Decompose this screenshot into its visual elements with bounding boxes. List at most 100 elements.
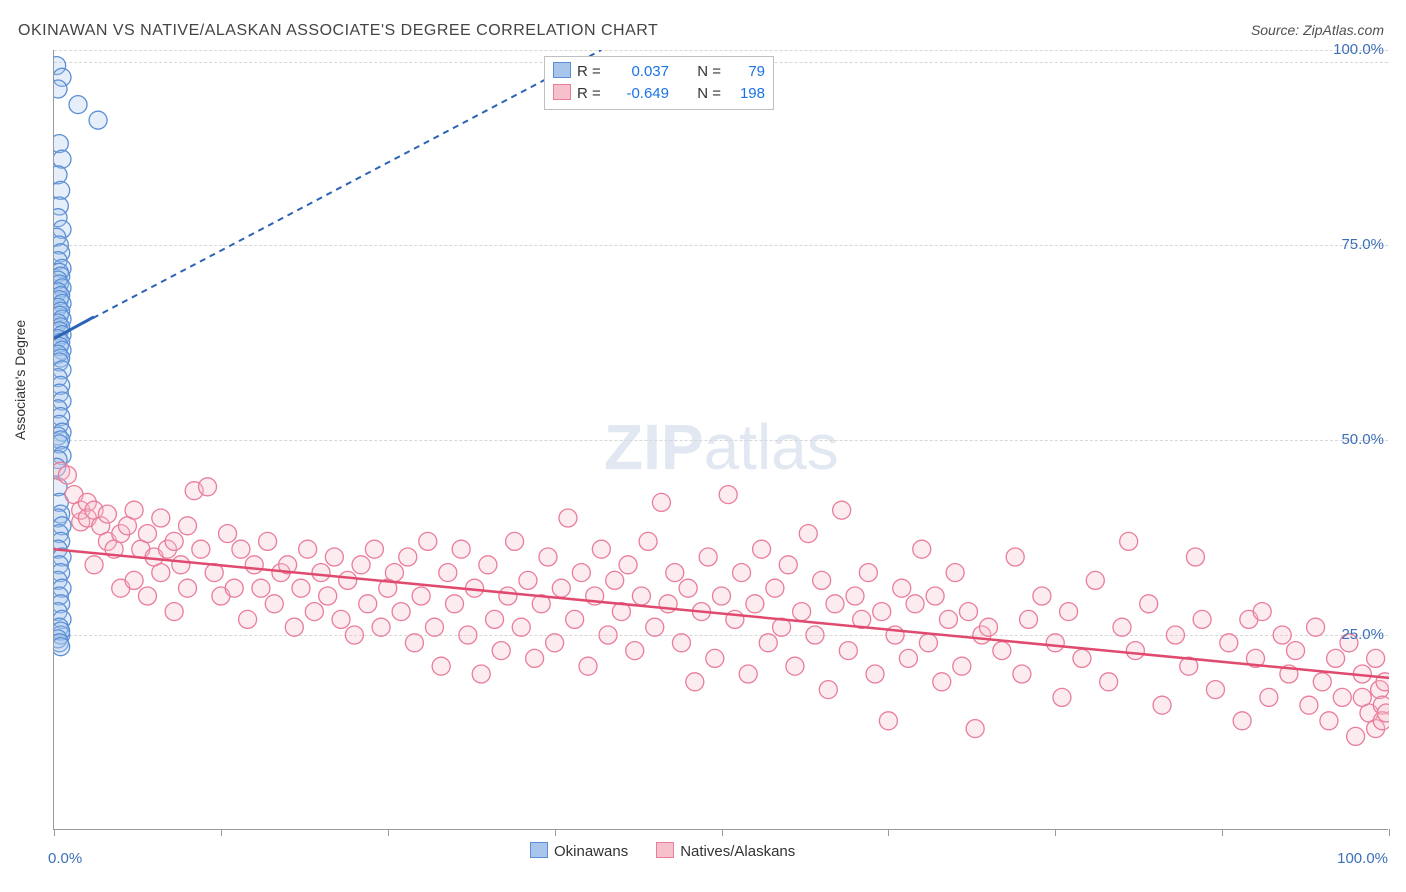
data-point: [1367, 649, 1385, 667]
legend-row: R =-0.649N =198: [553, 83, 765, 105]
data-point: [953, 657, 971, 675]
y-tick-label: 25.0%: [1341, 626, 1384, 643]
data-point: [806, 626, 824, 644]
data-point: [746, 595, 764, 613]
data-point: [125, 501, 143, 519]
data-point: [706, 649, 724, 667]
data-point: [759, 634, 777, 652]
plot-area: ZIPatlas R =0.037N =79R =-0.649N =198: [53, 50, 1388, 830]
data-point: [980, 618, 998, 636]
data-point: [1073, 649, 1091, 667]
data-point: [425, 618, 443, 636]
data-point: [225, 579, 243, 597]
data-point: [873, 603, 891, 621]
data-point: [1060, 603, 1078, 621]
data-point: [392, 603, 410, 621]
data-point: [699, 548, 717, 566]
data-point: [526, 649, 544, 667]
data-point: [519, 571, 537, 589]
data-point: [1376, 673, 1389, 691]
data-point: [559, 509, 577, 527]
data-point: [919, 634, 937, 652]
source-label: Source: ZipAtlas.com: [1251, 22, 1384, 38]
data-point: [245, 556, 263, 574]
data-point: [365, 540, 383, 558]
legend-swatch: [553, 84, 571, 100]
data-point: [546, 634, 564, 652]
data-point: [85, 556, 103, 574]
data-point: [192, 540, 210, 558]
legend-r-label: R =: [577, 61, 607, 83]
data-point: [1273, 626, 1291, 644]
legend-item: Okinawans: [530, 843, 628, 860]
data-point: [512, 618, 530, 636]
data-point: [219, 525, 237, 543]
data-point: [412, 587, 430, 605]
data-point: [165, 603, 183, 621]
data-point: [592, 540, 610, 558]
data-point: [933, 673, 951, 691]
legend-item: Natives/Alaskans: [656, 843, 795, 860]
data-point: [833, 501, 851, 519]
data-point: [733, 564, 751, 582]
data-point: [152, 509, 170, 527]
data-point: [799, 525, 817, 543]
data-point: [1260, 688, 1278, 706]
legend-label: Natives/Alaskans: [680, 843, 795, 860]
data-point: [385, 564, 403, 582]
data-point: [472, 665, 490, 683]
legend-label: Okinawans: [554, 843, 628, 860]
data-point: [866, 665, 884, 683]
y-axis-label: Associate's Degree: [12, 320, 28, 440]
data-point: [252, 579, 270, 597]
data-point: [499, 587, 517, 605]
data-point: [813, 571, 831, 589]
legend-n-value: 79: [725, 61, 765, 83]
legend-swatch: [656, 842, 674, 858]
data-point: [98, 505, 116, 523]
legend-swatch: [553, 62, 571, 78]
data-point: [89, 111, 107, 129]
data-point: [125, 571, 143, 589]
data-point: [939, 610, 957, 628]
data-point: [138, 525, 156, 543]
data-point: [793, 603, 811, 621]
legend-n-label: N =: [679, 61, 721, 83]
legend-r-value: -0.649: [607, 83, 669, 105]
data-point: [372, 618, 390, 636]
data-point: [58, 466, 76, 484]
data-point: [1120, 532, 1138, 550]
data-point: [479, 556, 497, 574]
data-point: [1186, 548, 1204, 566]
data-point: [946, 564, 964, 582]
data-point: [846, 587, 864, 605]
data-point: [439, 564, 457, 582]
data-point: [1100, 673, 1118, 691]
data-point: [1377, 704, 1389, 722]
data-point: [179, 517, 197, 535]
data-point: [619, 556, 637, 574]
data-point: [1300, 696, 1318, 714]
data-point: [259, 532, 277, 550]
x-min-label: 0.0%: [48, 850, 82, 867]
data-point: [312, 564, 330, 582]
data-point: [54, 80, 67, 98]
data-point: [172, 556, 190, 574]
data-point: [319, 587, 337, 605]
data-point: [859, 564, 877, 582]
data-point: [652, 493, 670, 511]
data-point: [819, 681, 837, 699]
data-point: [459, 626, 477, 644]
data-point: [446, 595, 464, 613]
data-point: [54, 638, 70, 656]
data-point: [305, 603, 323, 621]
data-point: [1033, 587, 1051, 605]
data-point: [1140, 595, 1158, 613]
legend-swatch: [530, 842, 548, 858]
data-point: [1166, 626, 1184, 644]
data-point: [152, 564, 170, 582]
data-point: [1193, 610, 1211, 628]
data-point: [753, 540, 771, 558]
data-point: [239, 610, 257, 628]
data-point: [826, 595, 844, 613]
